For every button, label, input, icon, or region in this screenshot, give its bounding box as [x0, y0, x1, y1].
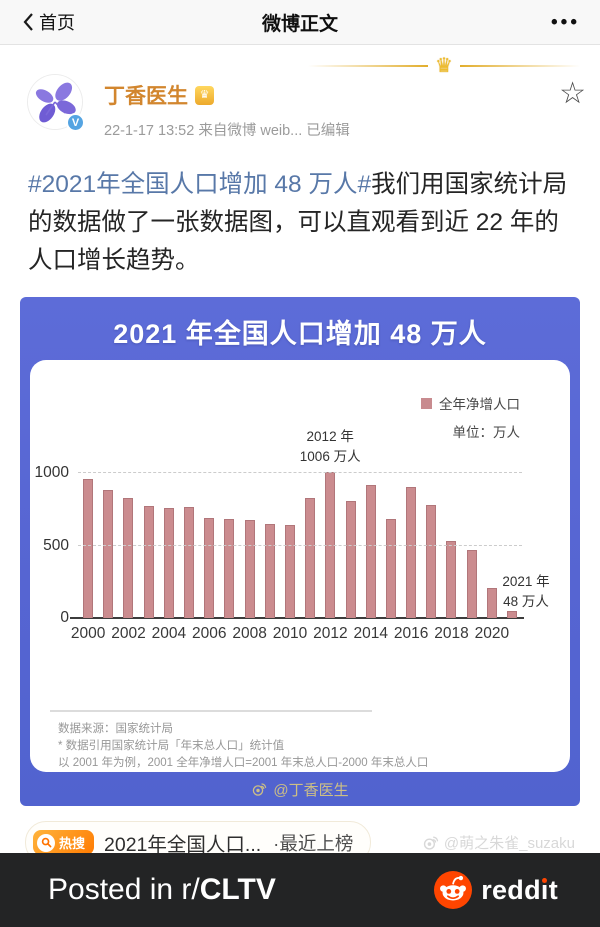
- bar-2011: [305, 498, 316, 618]
- bars: [78, 452, 522, 618]
- author-info: 丁香医生 ♛ 22-1-17 13:52 来自微博 weib... 已编辑: [104, 75, 350, 140]
- reddit-banner: Posted in r/CLTV reddit: [0, 853, 600, 927]
- x-tick-2018: 2018: [434, 625, 469, 642]
- x-tick-2004: 2004: [151, 625, 187, 642]
- gold-line-left: [308, 65, 429, 67]
- vip-crown-decoration: ♛: [308, 55, 580, 77]
- x-tick-2010: 2010: [272, 625, 308, 642]
- chart-watermark: @丁香医生: [20, 772, 580, 806]
- posted-in-prefix: Posted in r/: [48, 873, 200, 906]
- bar-2013: [345, 501, 356, 618]
- chart-legend: 全年净增人口 单位：万人: [421, 393, 520, 441]
- chart-title: 2021 年全国人口增加 48 万人: [113, 319, 487, 349]
- legend-label: 全年净增人口: [439, 397, 520, 412]
- gridline-1000: [78, 472, 522, 473]
- profile-row: V 丁香医生 ♛ 22-1-17 13:52 来自微博 weib... 已编辑: [28, 45, 572, 140]
- magnifier-icon: [37, 833, 55, 852]
- gold-crown-icon: ♛: [435, 55, 453, 77]
- bar-2001: [103, 489, 114, 618]
- y-tick-0: 0: [60, 609, 69, 626]
- footnotes: 数据来源：国家统计局 * 数据引用国家统计局「年末总人口」统计值 以 2001 …: [58, 721, 552, 772]
- x-tick-2020: 2020: [474, 625, 510, 642]
- bar-2016: [406, 486, 417, 618]
- back-button[interactable]: 首页: [20, 9, 75, 35]
- legend-swatch: [421, 397, 432, 409]
- bar-2021: [507, 611, 518, 618]
- reddit-brand: reddit: [434, 871, 558, 909]
- back-label: 首页: [39, 13, 75, 33]
- footnote-example: 以 2001 年为例，2001 全年净增人口=2001 年末总人口-2000 年…: [58, 757, 429, 769]
- reddit-snoo-icon: [434, 871, 473, 909]
- x-tick-2012: 2012: [313, 625, 348, 642]
- bar-2007: [224, 519, 235, 618]
- bar-2017: [426, 505, 437, 618]
- footnote-method: * 数据引用国家统计局「年末总人口」统计值: [58, 740, 285, 752]
- nav-bar: 首页 微博正文 •••: [0, 0, 600, 45]
- bar-2009: [264, 524, 275, 618]
- bar-2010: [284, 525, 295, 618]
- weibo-post: ♛ ☆ V 丁香医生 ♛ 22-1-17: [0, 45, 600, 280]
- gold-line-right: [459, 65, 580, 67]
- hashtag-link[interactable]: #2021年全国人口增加 48 万人#: [28, 171, 372, 198]
- bar-2005: [184, 506, 195, 618]
- y-tick-1000: 1000: [34, 464, 69, 481]
- hot-search-topic: 2021年全国人口...: [104, 834, 262, 856]
- hot-search-badge-label: 热搜: [59, 836, 86, 851]
- x-tick-2006: 2006: [191, 625, 227, 642]
- favorite-star-icon[interactable]: ☆: [559, 77, 586, 110]
- weibo-logo-icon: [253, 783, 267, 796]
- post-text: #2021年全国人口增加 48 万人#我们用国家统计局的数据做了一张数据图，可以…: [28, 166, 572, 280]
- reposter-watermark-text: @萌之朱雀_suzaku: [443, 835, 575, 852]
- annotation-2012: 2012 年 1006 万人: [299, 429, 361, 464]
- bar-2020: [486, 588, 497, 618]
- footnote-source: 数据来源：国家统计局: [58, 723, 173, 735]
- bar-2018: [446, 541, 457, 618]
- gold-member-badge-icon: ♛: [195, 85, 214, 105]
- x-tick-2000: 2000: [70, 625, 106, 642]
- unit-label: 单位：万人: [452, 425, 521, 440]
- bar-2002: [123, 498, 134, 618]
- bar-2008: [244, 520, 255, 618]
- post-timestamp: 22-1-17 13:52 来自微博 weib... 已编辑: [104, 123, 350, 139]
- bar-2019: [466, 550, 477, 618]
- avatar[interactable]: V: [28, 75, 85, 132]
- chart-card: 全年净增人口 单位：万人 2000 2002 2004 2006 2008 2010 201…: [30, 360, 570, 772]
- reddit-i-dot: [542, 877, 547, 883]
- x-axis-labels: 2000 2002 2004 2006 2008 2010 2012 2014 2016 2018…: [71, 625, 522, 643]
- bar-2000: [83, 479, 94, 618]
- bar-2004: [163, 507, 174, 618]
- posted-in-text: Posted in r/CLTV: [48, 873, 276, 907]
- x-tick-2014: 2014: [353, 625, 388, 642]
- bar-2006: [204, 517, 215, 618]
- x-tick-2008: 2008: [232, 625, 267, 642]
- annotation-2021: 2021 年 48 万人: [502, 574, 550, 609]
- footnote-divider: [50, 710, 372, 712]
- post-image-chart[interactable]: 2021 年全国人口增加 48 万人 全年净增人口 单位：万人 2000 2002…: [20, 297, 580, 806]
- reddit-wordmark: reddit: [481, 874, 558, 905]
- page-title: 微博正文: [261, 13, 339, 35]
- back-chevron-icon: [23, 13, 33, 31]
- x-tick-2002: 2002: [111, 625, 146, 642]
- post-body-text: 我们用国家统计局的数据做了一张数据图，可以直观看到近 22 年的人口增长趋势。: [28, 171, 568, 274]
- verified-v-badge-icon: V: [66, 113, 85, 132]
- bar-2015: [385, 519, 396, 618]
- weibo-eye-icon: [423, 836, 439, 850]
- y-tick-500: 500: [43, 536, 69, 554]
- bar-2014: [365, 484, 376, 618]
- gridline-500: [78, 544, 522, 546]
- reposter-watermark: @萌之朱雀_suzaku: [422, 832, 575, 853]
- hot-search-badge: 热搜: [33, 830, 95, 855]
- chart-watermark-text: @丁香医生: [273, 781, 349, 799]
- subreddit-name: CLTV: [199, 873, 276, 906]
- more-options-icon[interactable]: •••: [551, 11, 580, 33]
- bar-2003: [143, 505, 154, 618]
- x-axis-line: [70, 617, 524, 619]
- author-name[interactable]: 丁香医生: [104, 85, 188, 108]
- bar-chart-plot: 2000 2002 2004 2006 2008 2010 2012 2014 2016 2018…: [35, 429, 550, 642]
- hot-search-status: ·最近上榜: [273, 832, 354, 854]
- x-tick-2016: 2016: [393, 625, 429, 642]
